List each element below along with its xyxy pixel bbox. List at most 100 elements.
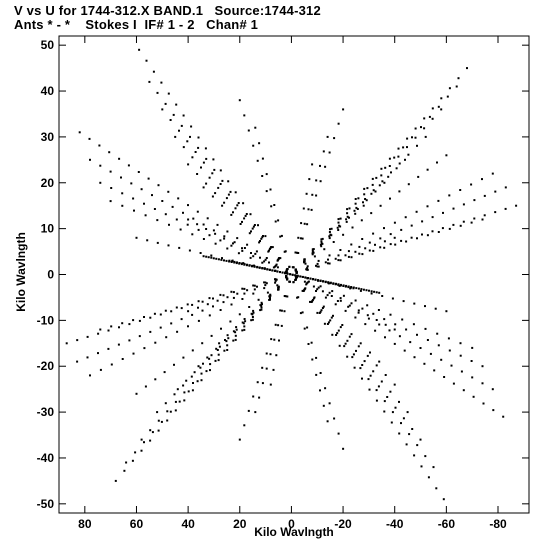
uv-point [208, 357, 211, 360]
uv-point [229, 190, 232, 193]
uv-point [151, 431, 154, 434]
uv-point [182, 384, 185, 387]
uv-point [216, 223, 219, 226]
uv-point [337, 221, 340, 224]
uv-point [233, 260, 236, 263]
uv-point [333, 417, 336, 420]
uv-point [86, 356, 89, 359]
uv-point [272, 368, 275, 371]
uv-point [423, 117, 426, 120]
uv-point [406, 411, 409, 414]
uv-point [89, 374, 91, 377]
uv-point [191, 389, 194, 392]
uv-point [258, 142, 261, 145]
uv-point [370, 290, 373, 293]
uv-point [261, 261, 264, 264]
uv-point [144, 214, 147, 217]
uv-point [437, 231, 440, 233]
uv-point [173, 393, 176, 396]
uv-point [311, 278, 314, 281]
x-tick-label: 80 [78, 517, 92, 531]
uv-point [452, 382, 455, 385]
uv-point [207, 256, 210, 259]
uv-point [219, 239, 222, 242]
uv-point [307, 343, 310, 345]
uv-point [274, 281, 277, 284]
uv-point [265, 257, 268, 259]
uv-point [337, 218, 340, 221]
uv-point [99, 164, 102, 167]
uv-point [353, 209, 356, 212]
uv-point [405, 328, 408, 331]
uv-point [209, 369, 211, 372]
uv-point [118, 326, 120, 329]
uv-point [311, 300, 314, 303]
uv-point [437, 199, 440, 202]
uv-point [191, 233, 194, 236]
uv-point [197, 136, 200, 139]
x-tick-label: -60 [438, 517, 456, 531]
uv-point [243, 217, 246, 220]
uv-point [167, 244, 170, 247]
uv-point [243, 247, 246, 249]
plot-frame [58, 35, 530, 514]
uv-point [202, 362, 204, 365]
uv-point [191, 313, 194, 316]
uv-point [346, 215, 349, 218]
uv-point [253, 265, 256, 268]
uv-point [201, 300, 204, 303]
uv-point [420, 465, 423, 468]
uv-point [120, 176, 122, 179]
uv-point [309, 300, 311, 303]
uv-point [459, 224, 462, 227]
uv-point [138, 319, 141, 322]
uv-point [361, 364, 364, 366]
uv-point [315, 373, 318, 376]
uv-point [152, 70, 155, 73]
uv-point [410, 224, 413, 227]
uv-point [426, 234, 429, 237]
uv-point [348, 207, 351, 210]
uv-point [379, 204, 382, 207]
uv-point [299, 275, 302, 278]
uv-point [252, 255, 255, 258]
uv-point [405, 443, 408, 446]
uv-point [357, 287, 360, 290]
uv-point [492, 409, 495, 412]
uv-point [123, 469, 126, 472]
uv-point [481, 382, 484, 385]
uv-point [243, 424, 246, 427]
uv-point [241, 249, 244, 252]
uv-point [154, 341, 157, 344]
uv-point [327, 321, 330, 324]
uv-point [270, 205, 273, 208]
uv-point [337, 254, 340, 257]
uv-point [241, 298, 244, 300]
uv-point [440, 108, 443, 111]
uv-point [365, 199, 368, 202]
uv-point [361, 377, 363, 380]
uv-point [212, 305, 214, 308]
uv-point [171, 205, 174, 208]
uv-point [191, 349, 194, 352]
uv-point [417, 175, 420, 178]
uv-point [431, 107, 434, 110]
uv-point [271, 246, 274, 249]
uv-point [262, 235, 264, 237]
uv-point [97, 332, 100, 335]
uv-point [156, 411, 159, 414]
uv-point [182, 146, 185, 149]
uv-point [219, 309, 222, 311]
uv-point [238, 438, 241, 441]
uv-point [445, 310, 448, 313]
uv-point [299, 312, 302, 315]
uv-point [99, 181, 102, 184]
uv-point [275, 278, 278, 281]
uv-point [426, 168, 429, 171]
uv-point [244, 320, 247, 323]
uv-point [328, 237, 331, 240]
uv-point [312, 251, 315, 254]
uv-point [380, 167, 383, 170]
uv-point [288, 265, 291, 268]
uv-point [326, 135, 329, 138]
